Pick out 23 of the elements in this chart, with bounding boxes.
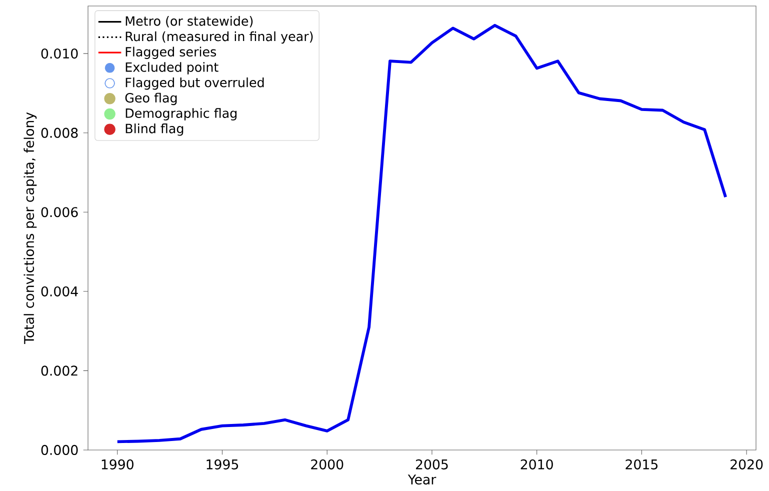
legend-label: Flagged but overruled	[126, 77, 264, 90]
y-tick-label: 0.000	[41, 444, 78, 456]
legend-label: Blind flag	[126, 124, 184, 136]
y-tick-label: 0.006	[41, 207, 78, 218]
y-tick-label: 0.008	[41, 128, 78, 138]
x-tick-label: 2010	[520, 459, 553, 470]
x-tick-label: 2005	[416, 459, 448, 470]
legend-label: Metro (or statewide)	[126, 16, 253, 28]
x-tick-label: 1990	[102, 459, 134, 470]
legend-label: Rural (measured in final year)	[126, 31, 313, 44]
legend-label: Flagged series	[126, 46, 216, 59]
y-tick-label: 0.010	[41, 48, 78, 59]
x-tick-label: 2020	[730, 459, 763, 470]
x-tick-label: 2000	[311, 459, 344, 470]
y-tick-label: 0.002	[41, 366, 78, 376]
legend-label: Geo flag	[125, 92, 177, 106]
legend-label: Demographic flag	[126, 108, 237, 120]
x-tick-label: 1995	[206, 459, 238, 470]
legend-label: Excluded point	[126, 62, 218, 74]
y-axis-title: Total convictions per capita, felony	[24, 112, 37, 344]
x-tick-label: 2015	[626, 459, 658, 470]
y-tick-label: 0.004	[41, 286, 78, 296]
x-axis-title: Year	[408, 474, 436, 485]
